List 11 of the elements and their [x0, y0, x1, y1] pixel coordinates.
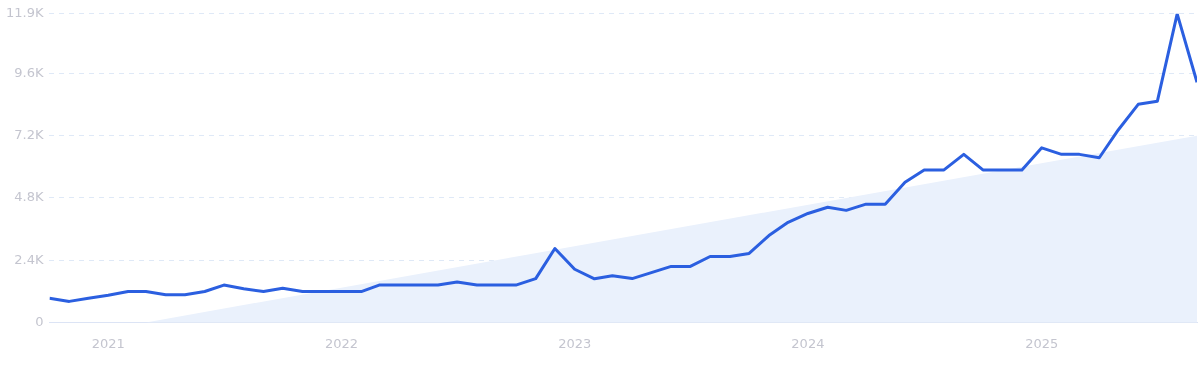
- x-tick-label: 2022: [324, 335, 359, 351]
- y-tick-label: 7.2K: [14, 127, 44, 143]
- y-tick-label: 2.4K: [14, 251, 44, 267]
- x-tick-label: 2023: [558, 335, 592, 351]
- x-tick-label: 2025: [1025, 335, 1059, 351]
- y-tick-label: 11.9K: [5, 5, 44, 21]
- x-tick-label: 2021: [91, 335, 125, 351]
- x-tick-label: 2024: [791, 335, 825, 351]
- y-tick-label: 0: [35, 313, 44, 329]
- y-tick-label: 9.6K: [14, 64, 44, 80]
- y-tick-label: 4.8K: [14, 189, 44, 205]
